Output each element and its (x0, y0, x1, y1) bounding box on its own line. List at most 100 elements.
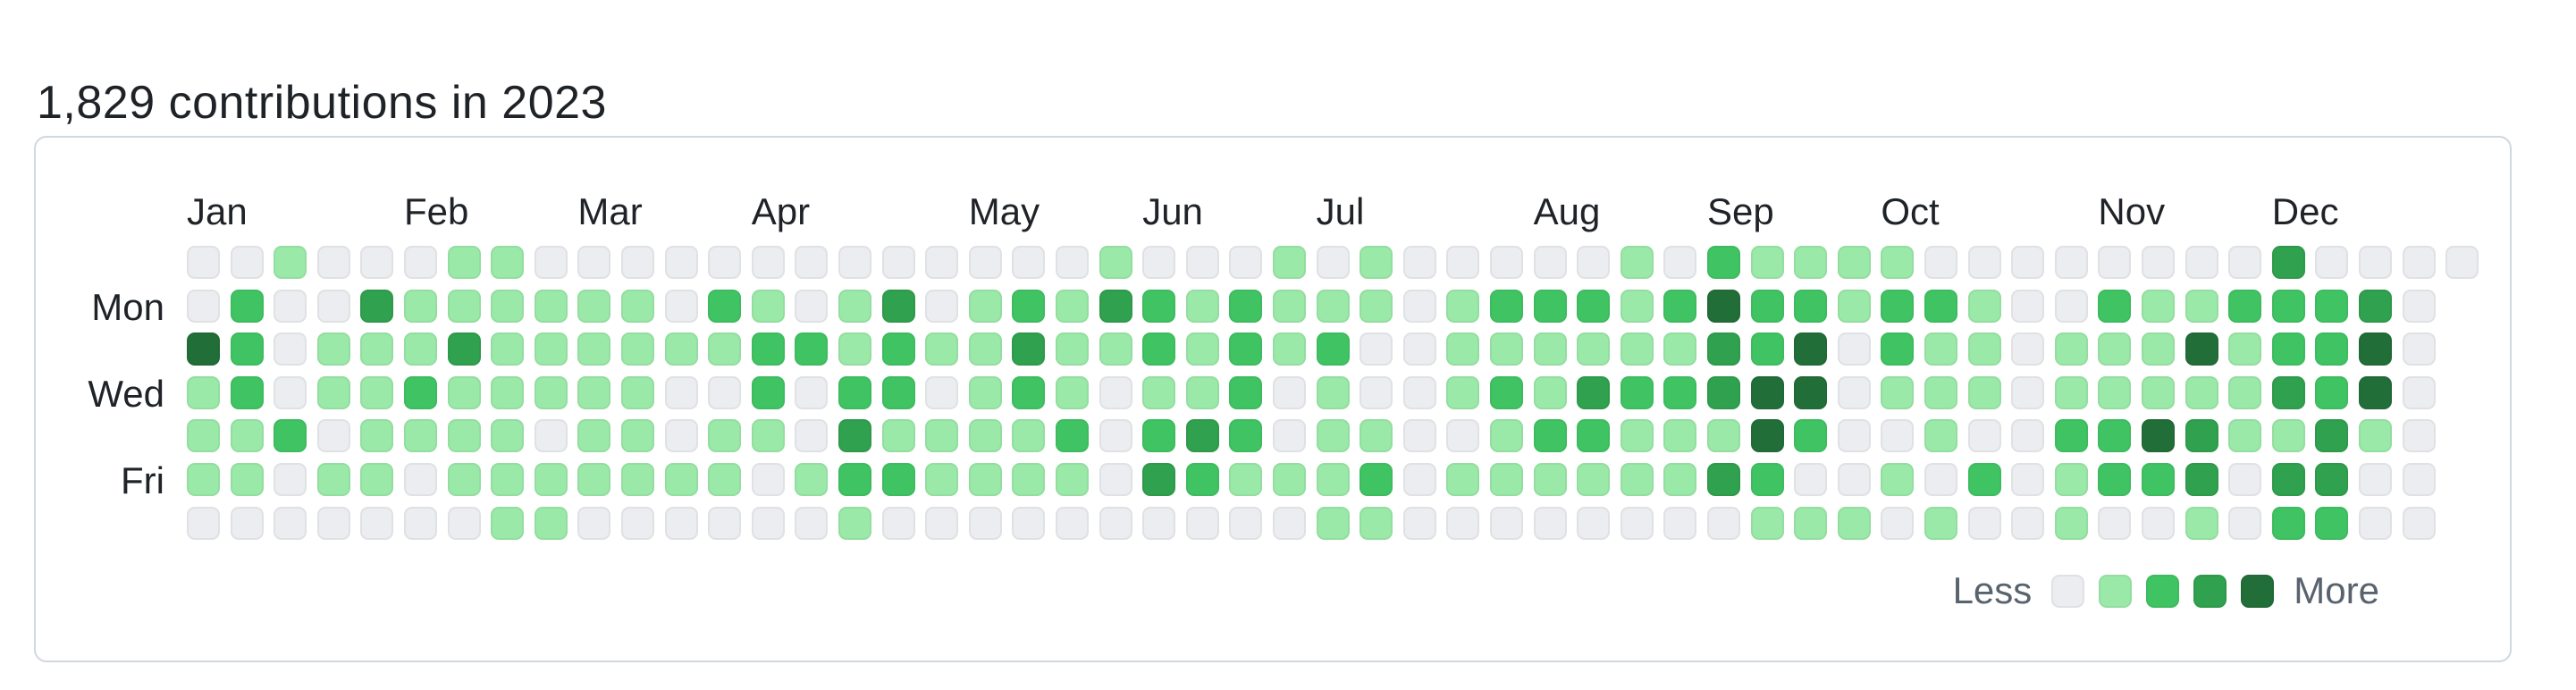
contribution-cell[interactable] (1577, 246, 1611, 279)
contribution-cell[interactable] (968, 506, 1002, 540)
contribution-cell[interactable] (1012, 332, 1046, 366)
contribution-cell[interactable] (1967, 332, 2001, 366)
contribution-cell[interactable] (1924, 463, 1957, 496)
contribution-cell[interactable] (664, 246, 698, 279)
contribution-cell[interactable] (2185, 332, 2218, 366)
contribution-cell[interactable] (534, 506, 568, 540)
contribution-cell[interactable] (1056, 289, 1089, 323)
contribution-cell[interactable] (751, 463, 785, 496)
contribution-cell[interactable] (664, 332, 698, 366)
contribution-cell[interactable] (1185, 506, 1219, 540)
contribution-cell[interactable] (2142, 463, 2175, 496)
contribution-cell[interactable] (360, 419, 394, 453)
contribution-cell[interactable] (838, 506, 871, 540)
contribution-cell[interactable] (316, 419, 350, 453)
contribution-cell[interactable] (1360, 289, 1393, 323)
contribution-cell[interactable] (881, 332, 915, 366)
contribution-cell[interactable] (1967, 289, 2001, 323)
contribution-cell[interactable] (1577, 332, 1611, 366)
contribution-cell[interactable] (316, 289, 350, 323)
contribution-cell[interactable] (1881, 463, 1915, 496)
contribution-cell[interactable] (751, 332, 785, 366)
contribution-cell[interactable] (1794, 289, 1828, 323)
contribution-cell[interactable] (1707, 289, 1740, 323)
contribution-cell[interactable] (2098, 463, 2132, 496)
contribution-cell[interactable] (2098, 419, 2132, 453)
contribution-cell[interactable] (1185, 246, 1219, 279)
contribution-cell[interactable] (230, 463, 264, 496)
contribution-cell[interactable] (1533, 506, 1567, 540)
contribution-cell[interactable] (1099, 375, 1132, 409)
contribution-cell[interactable] (1967, 419, 2001, 453)
contribution-cell[interactable] (1924, 375, 1957, 409)
contribution-cell[interactable] (1142, 463, 1176, 496)
contribution-cell[interactable] (925, 463, 959, 496)
contribution-cell[interactable] (1707, 419, 1740, 453)
contribution-cell[interactable] (2098, 506, 2132, 540)
contribution-cell[interactable] (1577, 463, 1611, 496)
contribution-cell[interactable] (316, 375, 350, 409)
contribution-cell[interactable] (1229, 246, 1263, 279)
contribution-cell[interactable] (1707, 506, 1740, 540)
contribution-cell[interactable] (404, 246, 437, 279)
contribution-cell[interactable] (1446, 332, 1480, 366)
contribution-cell[interactable] (621, 419, 654, 453)
contribution-cell[interactable] (577, 419, 611, 453)
contribution-cell[interactable] (230, 375, 264, 409)
contribution-cell[interactable] (1316, 289, 1350, 323)
contribution-cell[interactable] (316, 506, 350, 540)
contribution-cell[interactable] (274, 289, 307, 323)
contribution-cell[interactable] (2185, 375, 2218, 409)
contribution-cell[interactable] (751, 289, 785, 323)
contribution-cell[interactable] (2228, 506, 2262, 540)
contribution-cell[interactable] (1490, 289, 1523, 323)
contribution-cell[interactable] (2315, 289, 2349, 323)
contribution-cell[interactable] (2054, 419, 2088, 453)
contribution-cell[interactable] (1012, 463, 1046, 496)
contribution-cell[interactable] (1402, 419, 1436, 453)
contribution-cell[interactable] (1012, 289, 1046, 323)
contribution-cell[interactable] (1012, 419, 1046, 453)
contribution-cell[interactable] (187, 332, 220, 366)
contribution-cell[interactable] (187, 419, 220, 453)
contribution-cell[interactable] (2359, 332, 2392, 366)
contribution-cell[interactable] (1360, 419, 1393, 453)
contribution-cell[interactable] (2402, 289, 2436, 323)
contribution-cell[interactable] (708, 246, 742, 279)
contribution-cell[interactable] (2359, 289, 2392, 323)
contribution-cell[interactable] (1229, 506, 1263, 540)
contribution-cell[interactable] (1837, 463, 1871, 496)
contribution-cell[interactable] (621, 375, 654, 409)
contribution-cell[interactable] (360, 246, 394, 279)
contribution-cell[interactable] (404, 375, 437, 409)
contribution-cell[interactable] (1446, 289, 1480, 323)
contribution-cell[interactable] (751, 246, 785, 279)
contribution-cell[interactable] (1142, 375, 1176, 409)
contribution-cell[interactable] (1620, 289, 1654, 323)
contribution-cell[interactable] (491, 463, 525, 496)
contribution-cell[interactable] (2315, 375, 2349, 409)
contribution-cell[interactable] (274, 375, 307, 409)
contribution-cell[interactable] (708, 419, 742, 453)
contribution-cell[interactable] (2228, 289, 2262, 323)
contribution-cell[interactable] (2011, 246, 2045, 279)
contribution-cell[interactable] (1837, 246, 1871, 279)
contribution-cell[interactable] (881, 463, 915, 496)
contribution-cell[interactable] (2142, 506, 2175, 540)
contribution-cell[interactable] (2054, 463, 2088, 496)
contribution-cell[interactable] (1056, 375, 1089, 409)
contribution-cell[interactable] (1402, 289, 1436, 323)
contribution-cell[interactable] (925, 289, 959, 323)
contribution-cell[interactable] (1402, 332, 1436, 366)
contribution-cell[interactable] (2359, 463, 2392, 496)
contribution-cell[interactable] (1707, 246, 1740, 279)
contribution-cell[interactable] (1273, 332, 1306, 366)
contribution-cell[interactable] (881, 375, 915, 409)
contribution-cell[interactable] (1360, 506, 1393, 540)
contribution-cell[interactable] (577, 246, 611, 279)
contribution-cell[interactable] (1316, 332, 1350, 366)
contribution-cell[interactable] (2098, 375, 2132, 409)
contribution-cell[interactable] (360, 506, 394, 540)
contribution-cell[interactable] (2185, 419, 2218, 453)
contribution-cell[interactable] (881, 246, 915, 279)
